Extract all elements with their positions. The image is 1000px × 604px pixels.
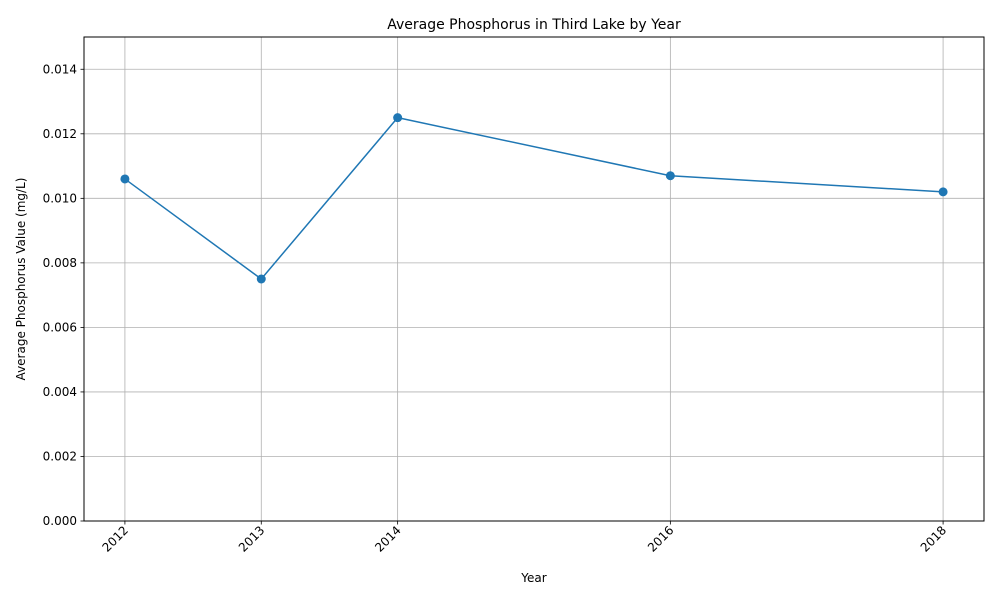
data-point	[256, 274, 266, 284]
y-axis-ticks: 0.000 0.002 0.004 0.006 0.008 0.010 0.012 0.014	[43, 62, 84, 528]
y-axis-label: Average Phosphorus Value (mg/L)	[14, 178, 28, 381]
y-tick-label: 0.002	[43, 449, 77, 463]
y-tick-label: 0.000	[43, 514, 77, 528]
series-layer	[120, 113, 948, 284]
data-point	[393, 113, 403, 123]
y-tick-label: 0.010	[43, 191, 77, 205]
x-axis-label: Year	[520, 571, 546, 585]
plot-frame	[83, 36, 985, 522]
y-tick-label: 0.006	[43, 320, 77, 334]
y-tick-label: 0.008	[43, 256, 77, 270]
data-point	[120, 174, 130, 184]
data-point	[665, 171, 675, 181]
data-point	[938, 187, 948, 197]
y-tick-label: 0.014	[43, 62, 77, 76]
chart-title: Average Phosphorus in Third Lake by Year	[387, 17, 681, 33]
y-tick-label: 0.004	[43, 385, 77, 399]
y-tick-label: 0.012	[43, 127, 77, 141]
